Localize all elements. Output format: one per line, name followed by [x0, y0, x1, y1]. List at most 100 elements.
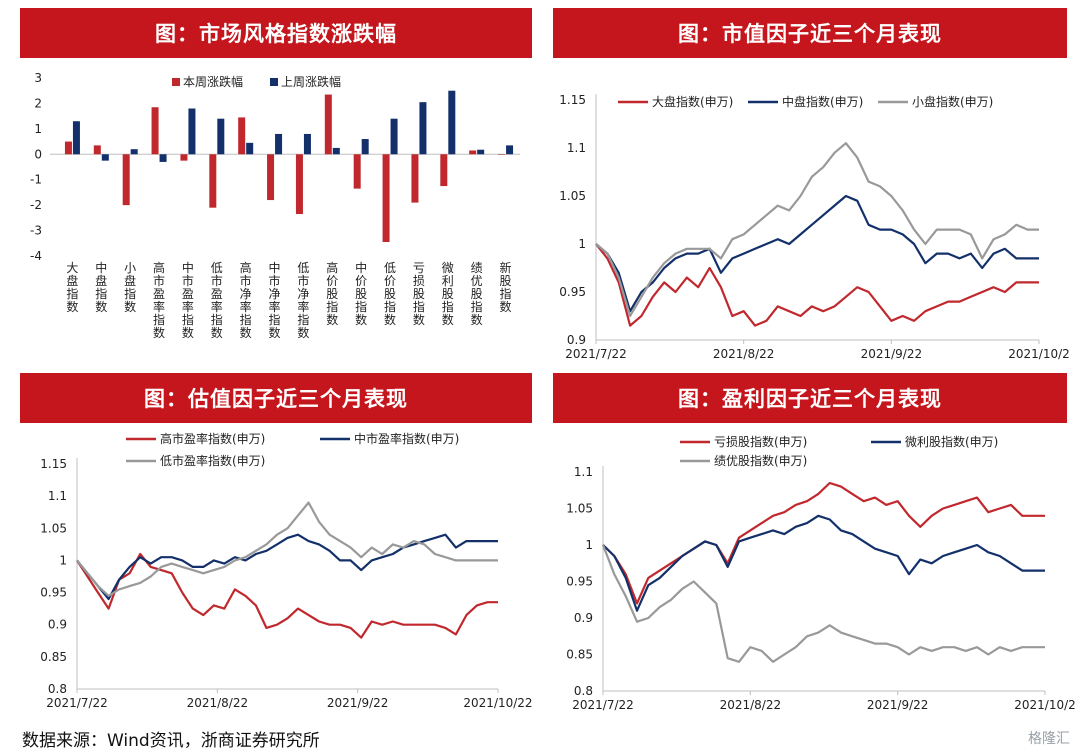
bar	[332, 147, 340, 155]
legend-swatch	[270, 78, 278, 86]
y-tick-label: 1.15	[40, 457, 67, 471]
legend-label: 大盘指数(申万)	[652, 94, 733, 109]
y-tick-label: 0.9	[48, 618, 67, 632]
y-tick-label: 1	[34, 122, 42, 136]
bar	[217, 118, 225, 155]
y-tick-label: 1.05	[40, 521, 67, 535]
bar	[159, 154, 167, 162]
x-tick-label: 小盘指数	[124, 261, 136, 314]
y-tick-label: 1.1	[48, 489, 67, 503]
bar	[122, 154, 130, 206]
bar	[267, 154, 275, 201]
chart-title: 图：市场风格指数涨跌幅	[20, 8, 532, 58]
bar	[303, 133, 311, 155]
y-tick-label: 0.8	[574, 684, 593, 698]
series-line	[602, 481, 1045, 605]
legend-label: 低市盈率指数(申万)	[160, 453, 265, 468]
series-line	[601, 544, 1045, 663]
y-tick-label: 3	[34, 71, 42, 85]
bar	[411, 154, 419, 203]
x-tick-label: 2021/10/22	[463, 696, 532, 710]
y-tick-label: 0.95	[40, 586, 67, 600]
x-tick-label: 低价股指数	[384, 261, 396, 327]
bar	[448, 90, 456, 155]
x-tick-label: 低市净率指数	[297, 261, 309, 340]
x-tick-label: 中市净率指数	[269, 260, 281, 340]
series-line	[76, 533, 498, 601]
panel-style-returns: 图：市场风格指数涨跌幅 3 2 1 0 -1 -2 -3 -4 大盘指数 中盘指数 小盘指数 高市盈率…	[20, 8, 532, 360]
x-tick-label: 低市盈率指数	[211, 261, 223, 340]
bar	[419, 102, 427, 155]
watermark: 格隆汇	[1028, 731, 1070, 747]
x-tick-label: 大盘指数	[66, 261, 78, 314]
y-tick-label: 1.15	[559, 93, 586, 107]
y-tick-label: 0.85	[566, 648, 593, 662]
x-tick-label: 2021/8/22	[187, 696, 249, 710]
y-tick-label: 0.9	[567, 333, 586, 347]
series-line	[76, 552, 498, 639]
legend-label: 中盘指数(申万)	[782, 94, 863, 109]
chart-title: 图：市值因子近三个月表现	[553, 8, 1067, 58]
legend-label: 绩优股指数(申万)	[714, 453, 807, 468]
legend-label: 上周涨跌幅	[281, 74, 341, 89]
y-tick-label: 1.05	[566, 502, 593, 516]
bar	[209, 154, 217, 208]
y-tick-label: -4	[30, 249, 42, 263]
y-tick-label: 2	[34, 96, 42, 110]
bar	[101, 154, 109, 161]
y-tick-label: -2	[30, 198, 42, 212]
bar	[151, 107, 159, 155]
bar	[506, 145, 514, 155]
y-tick-label: -3	[30, 224, 42, 238]
bar	[238, 117, 246, 155]
bar-chart: 3 2 1 0 -1 -2 -3 -4 大盘指数 中盘指数 小盘指数 高市盈率指数 中市盈率指数 低市盈率…	[30, 71, 520, 340]
x-tick-label: 2021/9/22	[327, 696, 389, 710]
y-tick-label: 0.9	[574, 611, 593, 625]
legend-label: 微利股指数(申万)	[905, 434, 998, 449]
legend-label: 亏损股指数(申万)	[714, 434, 807, 449]
legend-swatch	[172, 78, 180, 86]
x-tick-label: 中市盈率指数	[182, 260, 194, 340]
x-tick-label: 2021/10/2	[1008, 347, 1070, 361]
bar	[361, 139, 369, 155]
x-tick-label: 2021/7/22	[46, 696, 108, 710]
x-tick-label: 2021/8/22	[713, 347, 775, 361]
chart-title: 图：估值因子近三个月表现	[20, 373, 532, 423]
x-tick-label: 2021/10/2	[1014, 698, 1076, 712]
x-tick-label: 亏损股指数	[413, 261, 425, 327]
x-tick-label: 中价股指数	[355, 260, 367, 327]
y-tick-label: 1.05	[559, 189, 586, 203]
bar	[180, 154, 188, 161]
y-tick-label: 0.85	[40, 650, 67, 664]
bar	[498, 154, 506, 155]
x-tick-label: 2021/7/22	[565, 347, 627, 361]
bar	[382, 154, 390, 243]
bar	[353, 154, 361, 189]
y-tick-label: 1	[578, 237, 586, 251]
series-line	[602, 514, 1045, 612]
bar	[72, 121, 80, 155]
x-tick-label: 2021/9/22	[861, 347, 923, 361]
panel-size-factor: 图：市值因子近三个月表现 1.15 1.1 1.05 1 0.95 0.9 2021/7/2…	[553, 8, 1070, 361]
y-tick-label: 1.1	[567, 141, 586, 155]
y-tick-label: 1	[59, 553, 67, 567]
bar	[275, 133, 283, 155]
legend-label: 小盘指数(申万)	[912, 94, 993, 109]
x-tick-label: 高市盈率指数	[153, 260, 165, 340]
x-tick-label: 中盘指数	[95, 260, 107, 314]
source-note: 数据来源：Wind资讯，浙商证券研究所	[22, 731, 320, 751]
y-tick-label: -1	[30, 173, 42, 187]
bar	[469, 150, 477, 155]
series-line	[595, 194, 1039, 313]
x-tick-label: 2021/8/22	[720, 698, 782, 712]
x-tick-label: 高价股指数	[326, 260, 338, 327]
x-tick-label: 新股指数	[500, 260, 512, 314]
y-tick-label: 1	[585, 538, 593, 552]
bar	[440, 154, 448, 187]
x-tick-label: 绩优股指数	[471, 261, 483, 327]
bar	[477, 149, 485, 155]
bar	[188, 108, 196, 155]
